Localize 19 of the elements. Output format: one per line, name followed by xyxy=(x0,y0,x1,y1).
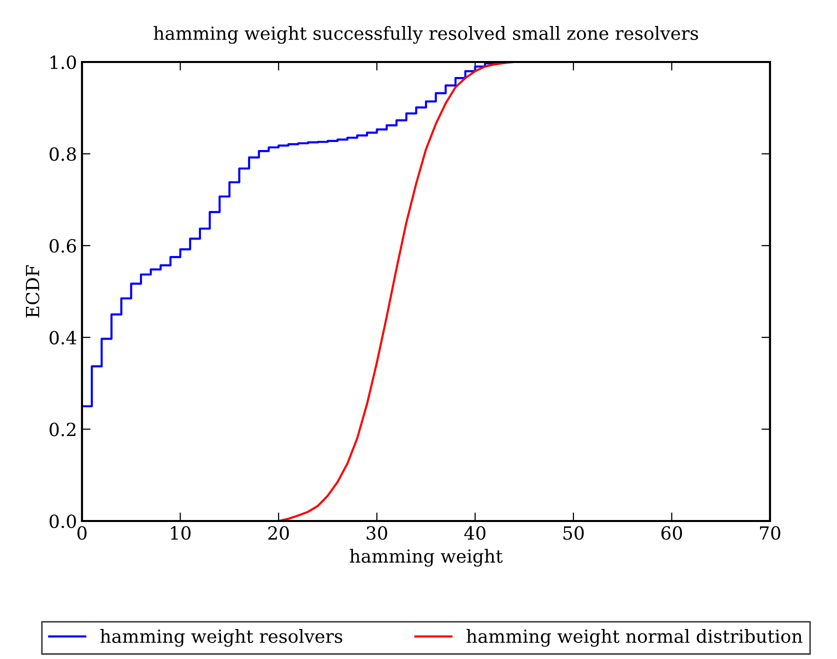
y-tick-label: 0.4 xyxy=(50,330,76,345)
y-tick-label: 0.0 xyxy=(50,514,76,528)
x-tick-label: 40 xyxy=(464,526,486,540)
y-tick-label: 0.6 xyxy=(50,239,76,253)
legend-label: hamming weight normal distribution xyxy=(466,629,802,647)
x-tick-label: 10 xyxy=(171,526,191,540)
chart-title: hamming weight successfully resolved small zone resolvers xyxy=(154,26,698,44)
y-tick-label: 0.2 xyxy=(50,422,76,436)
y-axis-title: ECDF xyxy=(26,265,40,318)
x-tick-label: 30 xyxy=(366,526,388,540)
x-tick-label: 50 xyxy=(563,526,584,540)
x-tick-label: 70 xyxy=(760,526,780,540)
x-tick-label: 20 xyxy=(268,526,289,540)
legend-label: hamming weight resolvers xyxy=(100,629,342,647)
x-tick-label: 60 xyxy=(661,526,682,540)
y-tick-label: 1.0 xyxy=(50,55,76,70)
y-tick-label: 0.8 xyxy=(50,147,76,161)
x-axis-title: hamming weight xyxy=(350,548,503,567)
x-tick-label: 0 xyxy=(77,526,87,540)
